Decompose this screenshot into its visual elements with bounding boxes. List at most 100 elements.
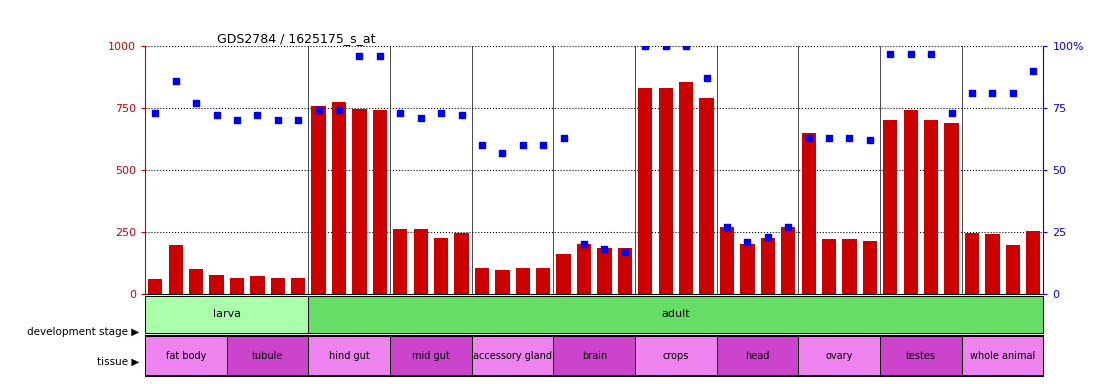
Text: head: head xyxy=(745,351,770,361)
Point xyxy=(616,248,634,255)
Point xyxy=(575,241,593,247)
Point xyxy=(636,43,654,49)
Point xyxy=(596,246,614,252)
Bar xyxy=(965,233,979,294)
Bar xyxy=(271,278,285,294)
Text: brain: brain xyxy=(581,351,607,361)
Point xyxy=(943,110,961,116)
Point xyxy=(922,50,940,56)
Bar xyxy=(227,336,308,376)
Point xyxy=(310,108,328,114)
Point xyxy=(535,142,552,148)
Point xyxy=(698,75,715,81)
Bar xyxy=(230,278,244,294)
Text: hind gut: hind gut xyxy=(329,351,369,361)
Bar xyxy=(393,229,407,294)
Point xyxy=(493,149,511,156)
Text: accessory gland: accessory gland xyxy=(473,351,552,361)
Bar xyxy=(821,239,836,294)
Bar xyxy=(472,336,554,376)
Point xyxy=(759,234,777,240)
Bar xyxy=(658,88,673,294)
Bar xyxy=(618,248,632,294)
Point xyxy=(1004,90,1022,96)
Bar xyxy=(716,336,798,376)
Text: larva: larva xyxy=(213,310,241,319)
Bar xyxy=(638,88,653,294)
Text: fat body: fat body xyxy=(166,351,206,361)
Bar xyxy=(904,111,917,294)
Bar xyxy=(740,244,754,294)
Bar xyxy=(679,82,693,294)
Point xyxy=(228,117,246,123)
Text: whole animal: whole animal xyxy=(970,351,1036,361)
Bar xyxy=(391,336,472,376)
Bar xyxy=(308,296,1043,333)
Point xyxy=(350,53,368,59)
Text: adult: adult xyxy=(662,310,691,319)
Bar xyxy=(781,227,796,294)
Text: GDS2784 / 1625175_s_at: GDS2784 / 1625175_s_at xyxy=(217,32,375,45)
Bar xyxy=(801,133,816,294)
Bar xyxy=(761,238,775,294)
Bar xyxy=(148,279,163,294)
Bar xyxy=(985,234,1000,294)
Point xyxy=(983,90,1001,96)
Point xyxy=(718,224,735,230)
Text: ovary: ovary xyxy=(826,351,853,361)
Bar xyxy=(291,278,306,294)
Bar xyxy=(516,268,530,294)
Bar xyxy=(962,336,1043,376)
Point xyxy=(453,113,471,119)
Text: development stage ▶: development stage ▶ xyxy=(27,327,140,337)
Bar xyxy=(373,111,387,294)
Point xyxy=(269,117,287,123)
Bar xyxy=(843,239,857,294)
Point xyxy=(800,135,818,141)
Bar xyxy=(308,336,391,376)
Text: crops: crops xyxy=(663,351,689,361)
Point xyxy=(208,113,225,119)
Bar xyxy=(414,229,427,294)
Bar xyxy=(210,275,223,294)
Point xyxy=(820,135,838,141)
Point xyxy=(840,135,858,141)
Text: testes: testes xyxy=(906,351,936,361)
Bar xyxy=(434,238,449,294)
Point xyxy=(371,53,388,59)
Point xyxy=(166,78,184,84)
Point xyxy=(779,224,797,230)
Bar xyxy=(331,102,346,294)
Bar xyxy=(145,296,308,333)
Point xyxy=(860,137,878,143)
Text: tissue ▶: tissue ▶ xyxy=(97,357,140,367)
Bar xyxy=(353,109,367,294)
Point xyxy=(432,110,450,116)
Point xyxy=(330,108,348,114)
Bar xyxy=(557,254,570,294)
Bar xyxy=(189,269,203,294)
Bar xyxy=(1006,245,1020,294)
Point xyxy=(677,43,695,49)
Text: tubule: tubule xyxy=(252,351,283,361)
Point xyxy=(473,142,491,148)
Bar xyxy=(311,106,326,294)
Bar xyxy=(554,336,635,376)
Bar xyxy=(496,270,510,294)
Bar xyxy=(536,268,550,294)
Bar xyxy=(454,233,469,294)
Point xyxy=(513,142,531,148)
Bar xyxy=(863,240,877,294)
Point xyxy=(902,50,920,56)
Bar xyxy=(635,336,716,376)
Point xyxy=(187,100,205,106)
Bar xyxy=(883,121,897,294)
Point xyxy=(963,90,981,96)
Bar xyxy=(250,276,264,294)
Point xyxy=(882,50,899,56)
Bar xyxy=(720,227,734,294)
Text: mid gut: mid gut xyxy=(412,351,450,361)
Point xyxy=(392,110,410,116)
Point xyxy=(1024,68,1042,74)
Point xyxy=(146,110,164,116)
